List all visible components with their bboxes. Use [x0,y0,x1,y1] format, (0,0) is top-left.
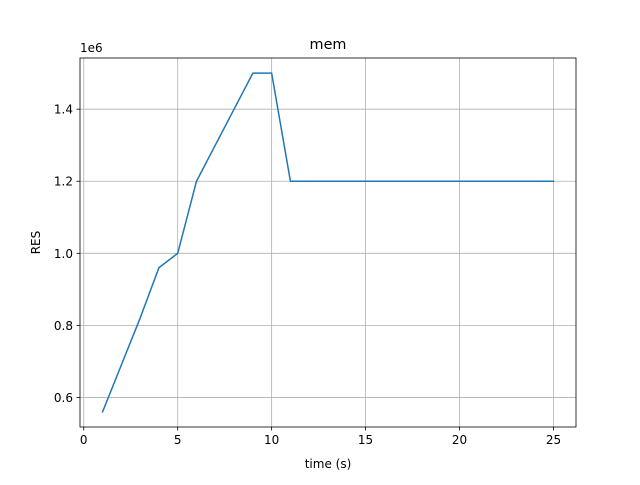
y-axis-offset-text: 1e6 [80,41,103,55]
x-tick-label: 10 [264,433,279,447]
y-axis-label: RES [29,231,43,255]
x-tick-label: 15 [358,433,373,447]
x-tick-label: 20 [452,433,467,447]
series-layer [101,72,555,413]
x-axis-label: time (s) [305,457,352,471]
y-tick-label: 0.8 [54,319,73,333]
x-tick-label: 25 [546,433,561,447]
y-tick-label: 1.2 [54,175,73,189]
chart-title: mem [310,37,347,53]
series-line [101,72,555,413]
x-axis-ticks: 0 5 10 15 20 25 [80,427,561,447]
y-axis-ticks: 0.6 0.8 1.0 1.2 1.4 [54,103,80,405]
x-tick-label: 5 [174,433,182,447]
y-tick-label: 1.0 [54,247,73,261]
grid [80,58,576,427]
axes-frame [79,57,577,428]
y-tick-label: 1.4 [54,103,73,117]
x-tick-label: 0 [80,433,88,447]
y-tick-label: 0.6 [54,391,73,405]
